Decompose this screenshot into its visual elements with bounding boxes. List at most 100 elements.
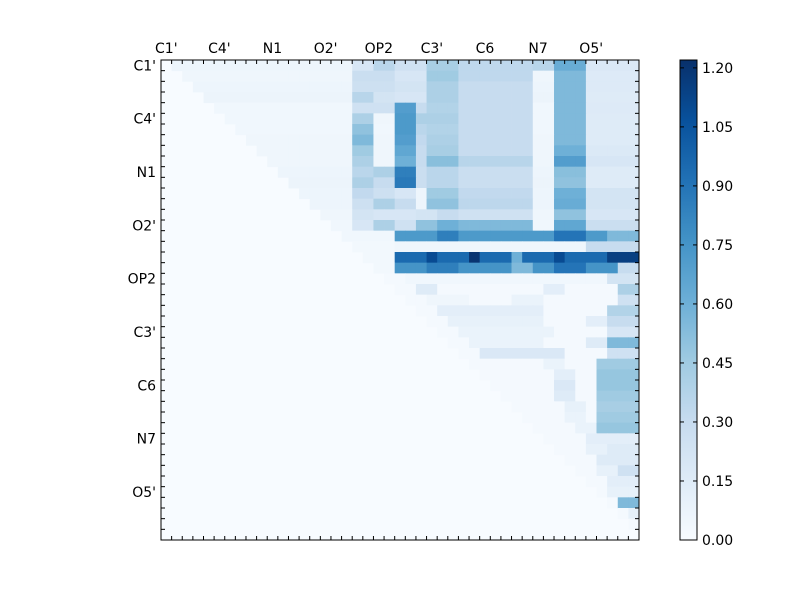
heatmap-cell — [394, 166, 406, 178]
heatmap-cell — [596, 262, 608, 274]
heatmap-cell — [564, 198, 576, 210]
heatmap-cell — [585, 113, 597, 125]
heatmap-cell — [500, 220, 512, 232]
y-tick-label: C4' — [133, 112, 156, 128]
heatmap-cell — [511, 145, 523, 157]
heatmap-cell — [564, 156, 576, 168]
heatmap-cell — [532, 198, 544, 210]
heatmap-cell — [245, 134, 257, 146]
heatmap-cell — [405, 102, 417, 114]
heatmap-cell — [224, 102, 236, 114]
heatmap-cell — [596, 444, 608, 456]
heatmap-cell — [384, 273, 396, 285]
heatmap-cell — [554, 337, 566, 349]
heatmap-cell — [596, 198, 608, 210]
x-tick-label: O2' — [314, 41, 338, 57]
heatmap-cell — [628, 486, 640, 498]
heatmap-cell — [564, 220, 576, 232]
heatmap-cell — [617, 241, 629, 253]
heatmap-cell — [458, 305, 470, 317]
heatmap-cell — [479, 188, 491, 200]
heatmap-cell — [585, 433, 597, 445]
heatmap-cell — [490, 262, 502, 274]
heatmap-cell — [500, 305, 512, 317]
heatmap-cell — [532, 284, 544, 296]
heatmap-cell — [564, 326, 576, 338]
heatmap-cell — [522, 241, 534, 253]
heatmap-cell — [628, 220, 640, 232]
heatmap-cell — [500, 145, 512, 157]
heatmap-cell — [511, 294, 523, 306]
heatmap-cell — [437, 273, 449, 285]
heatmap-cell — [554, 380, 566, 392]
heatmap-cell — [585, 102, 597, 114]
heatmap-cell — [352, 113, 364, 125]
heatmap-cell — [532, 422, 544, 434]
heatmap-cell — [469, 273, 481, 285]
heatmap-cell — [511, 220, 523, 232]
heatmap-cell — [479, 284, 491, 296]
heatmap-cell — [596, 358, 608, 370]
heatmap-cell — [341, 230, 353, 242]
heatmap-cell — [628, 497, 640, 509]
heatmap-cell — [469, 262, 481, 274]
heatmap-cell — [575, 390, 587, 402]
heatmap-cell — [522, 92, 534, 104]
heatmap-cell — [596, 220, 608, 232]
heatmap-cell — [500, 102, 512, 114]
heatmap-cell — [447, 81, 459, 93]
heatmap-cell — [607, 497, 619, 509]
colorbar-tick-label: 0.00 — [702, 533, 733, 549]
heatmap-cell — [394, 113, 406, 125]
heatmap-cell — [511, 113, 523, 125]
heatmap-cell — [479, 241, 491, 253]
heatmap-cell — [617, 316, 629, 328]
heatmap-cell — [511, 81, 523, 93]
heatmap-cell — [362, 177, 374, 189]
heatmap-cell — [447, 124, 459, 136]
heatmap-cell — [564, 358, 576, 370]
heatmap-cell — [171, 60, 183, 72]
heatmap-cell — [309, 113, 321, 125]
heatmap-cell — [564, 252, 576, 264]
heatmap-cell — [575, 209, 587, 221]
heatmap-cell — [596, 241, 608, 253]
heatmap-cell — [607, 369, 619, 381]
heatmap-cell — [564, 369, 576, 381]
heatmap-cell — [554, 273, 566, 285]
heatmap-cell — [362, 124, 374, 136]
heatmap-cell — [511, 380, 523, 392]
heatmap-cell — [564, 102, 576, 114]
heatmap-cell — [511, 358, 523, 370]
heatmap-cell — [192, 81, 204, 93]
heatmap-cell — [437, 145, 449, 157]
heatmap-cell — [490, 81, 502, 93]
heatmap-cell — [352, 81, 364, 93]
heatmap-cell — [479, 156, 491, 168]
heatmap-cell — [479, 70, 491, 82]
heatmap-cell — [235, 124, 247, 136]
heatmap-cell — [447, 156, 459, 168]
heatmap-cell — [596, 337, 608, 349]
heatmap-cell — [543, 348, 555, 360]
heatmap-cell — [458, 326, 470, 338]
heatmap-cell — [373, 220, 385, 232]
heatmap-cell — [405, 294, 417, 306]
heatmap-cell — [617, 337, 629, 349]
heatmap-cell — [447, 326, 459, 338]
heatmap-cell — [437, 113, 449, 125]
y-tick-label: O2' — [132, 218, 156, 234]
heatmap-cell — [490, 102, 502, 114]
heatmap-cell — [585, 188, 597, 200]
heatmap-cell — [532, 60, 544, 72]
heatmap-cell — [394, 145, 406, 157]
heatmap-cell — [607, 326, 619, 338]
heatmap-cell — [500, 390, 512, 402]
heatmap-cell — [543, 124, 555, 136]
heatmap-cell — [352, 241, 364, 253]
heatmap-cell — [500, 326, 512, 338]
x-tick-label: N7 — [528, 41, 547, 57]
heatmap-cell — [330, 81, 342, 93]
heatmap-cell — [469, 70, 481, 82]
heatmap-cell — [617, 508, 629, 520]
